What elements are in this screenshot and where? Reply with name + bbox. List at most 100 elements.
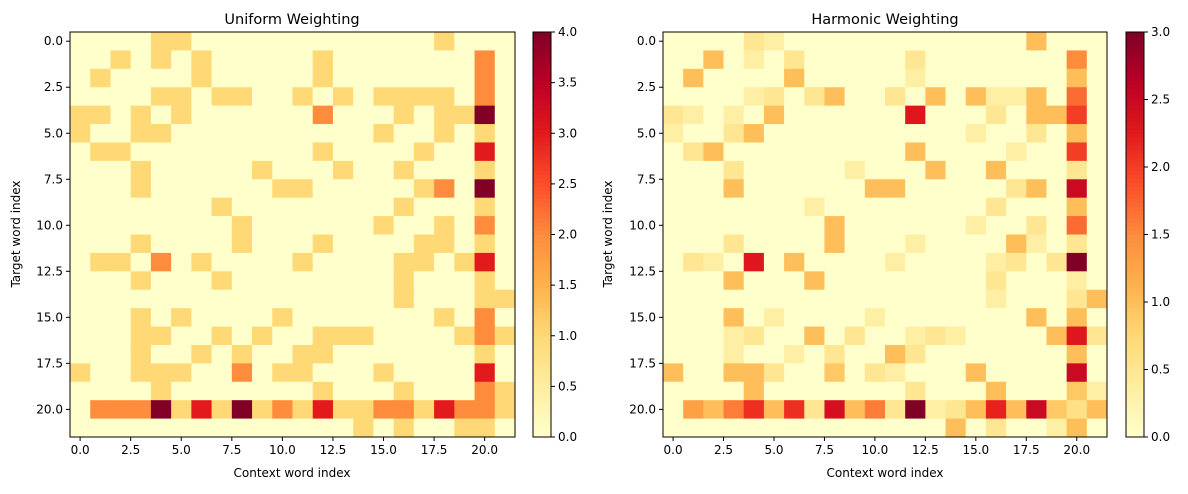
heatmap-cell: [1066, 271, 1088, 291]
colorbar-segment: [1126, 149, 1144, 155]
heatmap-cell: [292, 160, 314, 180]
heatmap-cell: [663, 216, 684, 235]
heatmap-cell: [804, 50, 825, 70]
heatmap-cell: [454, 142, 476, 162]
heatmap-cell: [663, 124, 684, 143]
heatmap-cell: [965, 142, 987, 162]
heatmap-cell: [1006, 363, 1027, 383]
heatmap-cell: [784, 87, 805, 107]
heatmap-cell: [784, 418, 805, 438]
heatmap-cell: [191, 271, 213, 291]
colorbar-segment: [1126, 64, 1144, 70]
heatmap-cell: [191, 344, 213, 364]
heatmap-cell: [191, 179, 213, 199]
colorbar-segment: [1126, 270, 1144, 276]
heatmap-cell: [70, 160, 91, 180]
heatmap-cell: [272, 142, 293, 162]
heatmap-cell: [663, 160, 684, 180]
heatmap-cell: [703, 124, 725, 143]
heatmap-cell: [373, 363, 395, 383]
heatmap-cell: [945, 418, 967, 438]
heatmap-cell: [925, 271, 947, 291]
colorbar-segment: [533, 92, 551, 98]
colorbar-segment: [533, 157, 551, 163]
heatmap-cell: [434, 50, 455, 70]
colorbar-segment: [533, 432, 551, 438]
heatmap-cell: [312, 326, 334, 346]
heatmap-cell: [864, 344, 886, 364]
colorbar-segment: [1126, 295, 1144, 300]
heatmap-cell: [252, 344, 273, 364]
heatmap-cell: [171, 124, 192, 143]
heatmap-cell: [763, 142, 785, 162]
colorbar-segment: [533, 364, 551, 369]
heatmap-cell: [723, 252, 745, 272]
colorbar-segment: [533, 331, 551, 337]
colorbar-segment: [533, 48, 551, 53]
heatmap-cell: [1086, 418, 1108, 438]
colorbar-segment: [1126, 141, 1144, 146]
heatmap-cell: [1086, 105, 1108, 125]
plot-frame: [69, 31, 516, 438]
heatmap-cell: [1046, 344, 1068, 364]
heatmap-cell: [110, 289, 132, 309]
heatmap-cell: [905, 216, 926, 235]
heatmap-cell: [130, 289, 152, 309]
heatmap-cell: [130, 124, 152, 143]
heatmap-cell: [231, 68, 253, 88]
heatmap-cell: [824, 87, 846, 107]
colorbar-segment: [533, 222, 551, 227]
heatmap-cell: [191, 400, 213, 420]
heatmap-cell: [763, 271, 785, 291]
heatmap-cell: [454, 197, 476, 217]
heatmap-cell: [864, 216, 886, 235]
heatmap-cell: [683, 308, 704, 328]
heatmap-cell: [252, 363, 273, 383]
heatmap-cell: [905, 142, 926, 162]
colorbar-segment: [533, 104, 551, 110]
heatmap-cell: [110, 87, 132, 107]
heatmap-cell: [844, 32, 866, 51]
heatmap-cell: [864, 160, 886, 180]
y-tick-label: 17.5: [629, 356, 656, 370]
heatmap-cell: [393, 418, 415, 438]
heatmap-cell: [985, 105, 1007, 125]
heatmap-cell: [905, 179, 926, 199]
heatmap-cell: [90, 87, 111, 107]
heatmap-cell: [191, 216, 213, 235]
heatmap-cell: [272, 381, 293, 401]
heatmap-cell: [292, 32, 314, 51]
colorbar-segment: [533, 153, 551, 159]
heatmap-cell: [683, 216, 704, 235]
heatmap-cell: [804, 234, 825, 254]
heatmap-cell: [804, 124, 825, 143]
heatmap-cell: [292, 271, 314, 291]
plot-frame: [662, 31, 1108, 438]
heatmap-cell: [150, 400, 172, 420]
heatmap-cell: [824, 381, 846, 401]
heatmap-cell: [1026, 197, 1047, 217]
heatmap-cell: [353, 160, 374, 180]
heatmap-cell: [844, 326, 866, 346]
heatmap-cell: [454, 418, 476, 438]
heatmap-cell: [434, 418, 455, 438]
heatmap-cell: [211, 68, 233, 88]
colorbar-segment: [1126, 214, 1144, 219]
heatmap-cell: [373, 252, 395, 272]
y-tick-label: 12.5: [36, 264, 63, 278]
heatmap-cell: [474, 216, 496, 235]
heatmap-cell: [434, 381, 455, 401]
x-tick-label: 12.5: [320, 443, 347, 457]
colorbar-tick-label: 1.0: [1151, 295, 1170, 309]
heatmap-cell: [211, 216, 233, 235]
heatmap-cell: [763, 50, 785, 70]
heatmap-cell: [703, 344, 725, 364]
heatmap-cell: [965, 197, 987, 217]
heatmap-cell: [494, 289, 516, 309]
heatmap-cell: [703, 400, 725, 420]
heatmap-cell: [784, 400, 805, 420]
colorbar-segment: [1126, 76, 1144, 82]
colorbar-segment: [1126, 121, 1144, 126]
heatmap-cell: [231, 105, 253, 125]
heatmap-cell: [150, 289, 172, 309]
